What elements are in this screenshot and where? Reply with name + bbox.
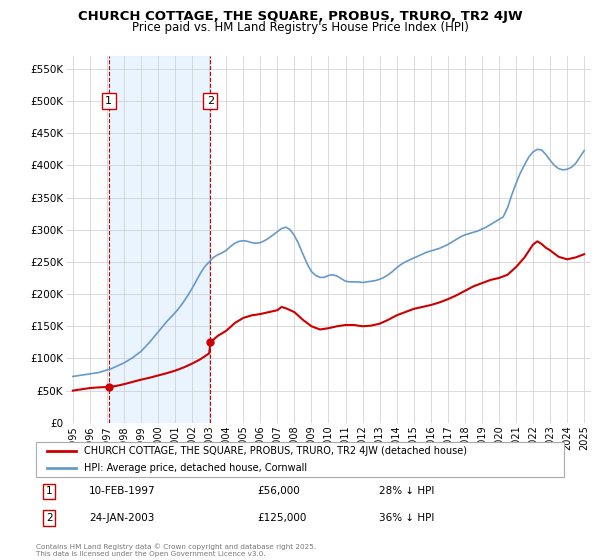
Text: 24-JAN-2003: 24-JAN-2003: [89, 513, 154, 523]
Text: CHURCH COTTAGE, THE SQUARE, PROBUS, TRURO, TR2 4JW: CHURCH COTTAGE, THE SQUARE, PROBUS, TRUR…: [77, 10, 523, 22]
Bar: [109, 56, 211, 423]
Text: 36% ↓ HPI: 36% ↓ HPI: [379, 513, 434, 523]
Text: 2: 2: [207, 96, 214, 106]
Text: 1: 1: [105, 96, 112, 106]
Text: Price paid vs. HM Land Registry's House Price Index (HPI): Price paid vs. HM Land Registry's House …: [131, 21, 469, 34]
Text: £56,000: £56,000: [258, 486, 301, 496]
Text: HPI: Average price, detached house, Cornwall: HPI: Average price, detached house, Corn…: [83, 463, 307, 473]
Text: 2: 2: [46, 513, 53, 523]
FancyBboxPatch shape: [36, 442, 564, 477]
Text: 10-FEB-1997: 10-FEB-1997: [89, 486, 155, 496]
Text: CHURCH COTTAGE, THE SQUARE, PROBUS, TRURO, TR2 4JW (detached house): CHURCH COTTAGE, THE SQUARE, PROBUS, TRUR…: [83, 446, 467, 456]
Text: 1: 1: [46, 486, 53, 496]
Text: Contains HM Land Registry data © Crown copyright and database right 2025.
This d: Contains HM Land Registry data © Crown c…: [36, 544, 316, 557]
Text: 28% ↓ HPI: 28% ↓ HPI: [379, 486, 434, 496]
Text: £125,000: £125,000: [258, 513, 307, 523]
